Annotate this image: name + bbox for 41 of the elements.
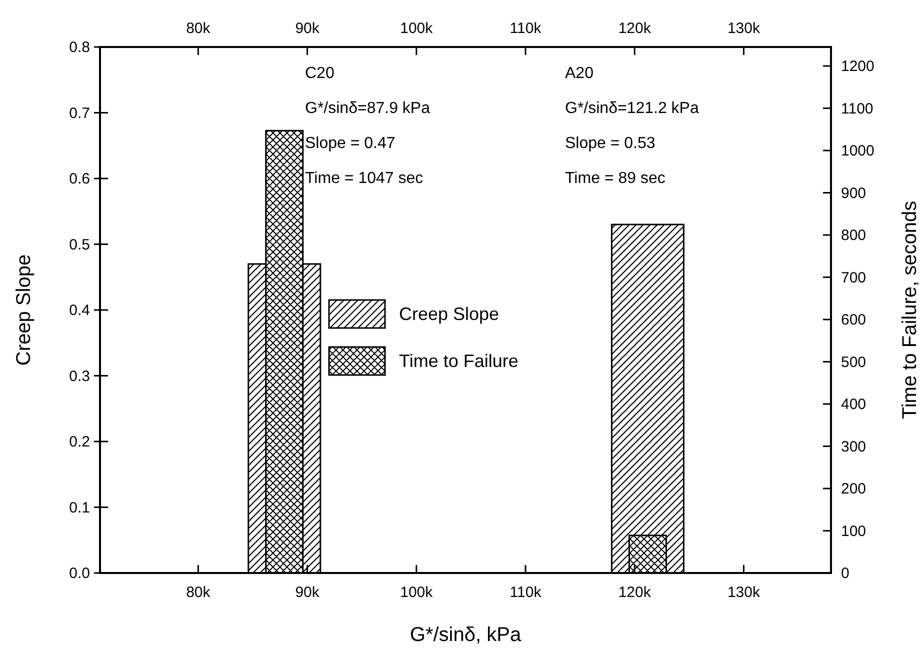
annotation: C20 G*/sinδ=87.9 kPa Slope = 0.47 Time = 1047 sec bbox=[305, 65, 430, 187]
x-axis-title: G*/sinδ, kPa bbox=[410, 624, 522, 646]
y-tick-label: 0.5 bbox=[69, 236, 90, 254]
x2-tick-label: 120k bbox=[618, 584, 652, 601]
x2-tick-label: 100k bbox=[400, 584, 434, 601]
y2-tick-label: 900 bbox=[841, 184, 866, 202]
y2-tick-label: 1200 bbox=[841, 58, 874, 76]
y2-axis-title: Time to Failure, seconds bbox=[899, 200, 921, 420]
x-tick-label: 100k bbox=[400, 20, 434, 37]
y-tick-label: 0.1 bbox=[69, 499, 90, 516]
y2-tick-label: 400 bbox=[841, 396, 866, 414]
x2-tick-label: 90k bbox=[295, 584, 320, 601]
y2-tick-label: 800 bbox=[841, 227, 866, 244]
y-tick-label: 0.8 bbox=[69, 39, 90, 56]
legend-label: Time to Failure bbox=[399, 351, 518, 371]
x-tick-label: 130k bbox=[727, 20, 760, 37]
y-tick-label: 0.3 bbox=[69, 368, 90, 385]
x2-tick-label: 80k bbox=[186, 584, 211, 601]
legend-label: Creep Slope bbox=[399, 304, 500, 324]
y2-tick-label: 500 bbox=[841, 354, 866, 371]
x2-tick-label: 130k bbox=[727, 584, 760, 601]
annotation: A20 G*/sinδ=121.2 kPa Slope = 0.53 Time = 89 sec bbox=[565, 65, 699, 187]
x-tick-label: 80k bbox=[186, 20, 211, 37]
y-tick-label: 0.6 bbox=[69, 170, 90, 188]
y2-tick-label: 1000 bbox=[841, 142, 874, 160]
y2-tick-label: 600 bbox=[841, 312, 866, 329]
x2-tick-label: 110k bbox=[510, 584, 542, 601]
y2-tick-label: 0 bbox=[841, 565, 850, 582]
y-tick-label: 0.7 bbox=[69, 104, 90, 122]
y-tick-label: 0.0 bbox=[69, 565, 90, 582]
x-tick-label: 120k bbox=[618, 20, 652, 37]
y2-tick-label: 200 bbox=[841, 480, 866, 498]
y2-tick-label: 700 bbox=[841, 269, 866, 286]
y-axis-title: Creep Slope bbox=[13, 254, 35, 366]
y2-tick-label: 1100 bbox=[841, 100, 874, 118]
x-tick-label: 110k bbox=[510, 20, 542, 37]
y2-tick-label: 300 bbox=[841, 438, 866, 456]
y-tick-label: 0.2 bbox=[69, 434, 90, 450]
y-tick-label: 0.4 bbox=[69, 302, 90, 319]
x-tick-label: 90k bbox=[295, 20, 320, 37]
y2-tick-label: 100 bbox=[841, 522, 866, 540]
